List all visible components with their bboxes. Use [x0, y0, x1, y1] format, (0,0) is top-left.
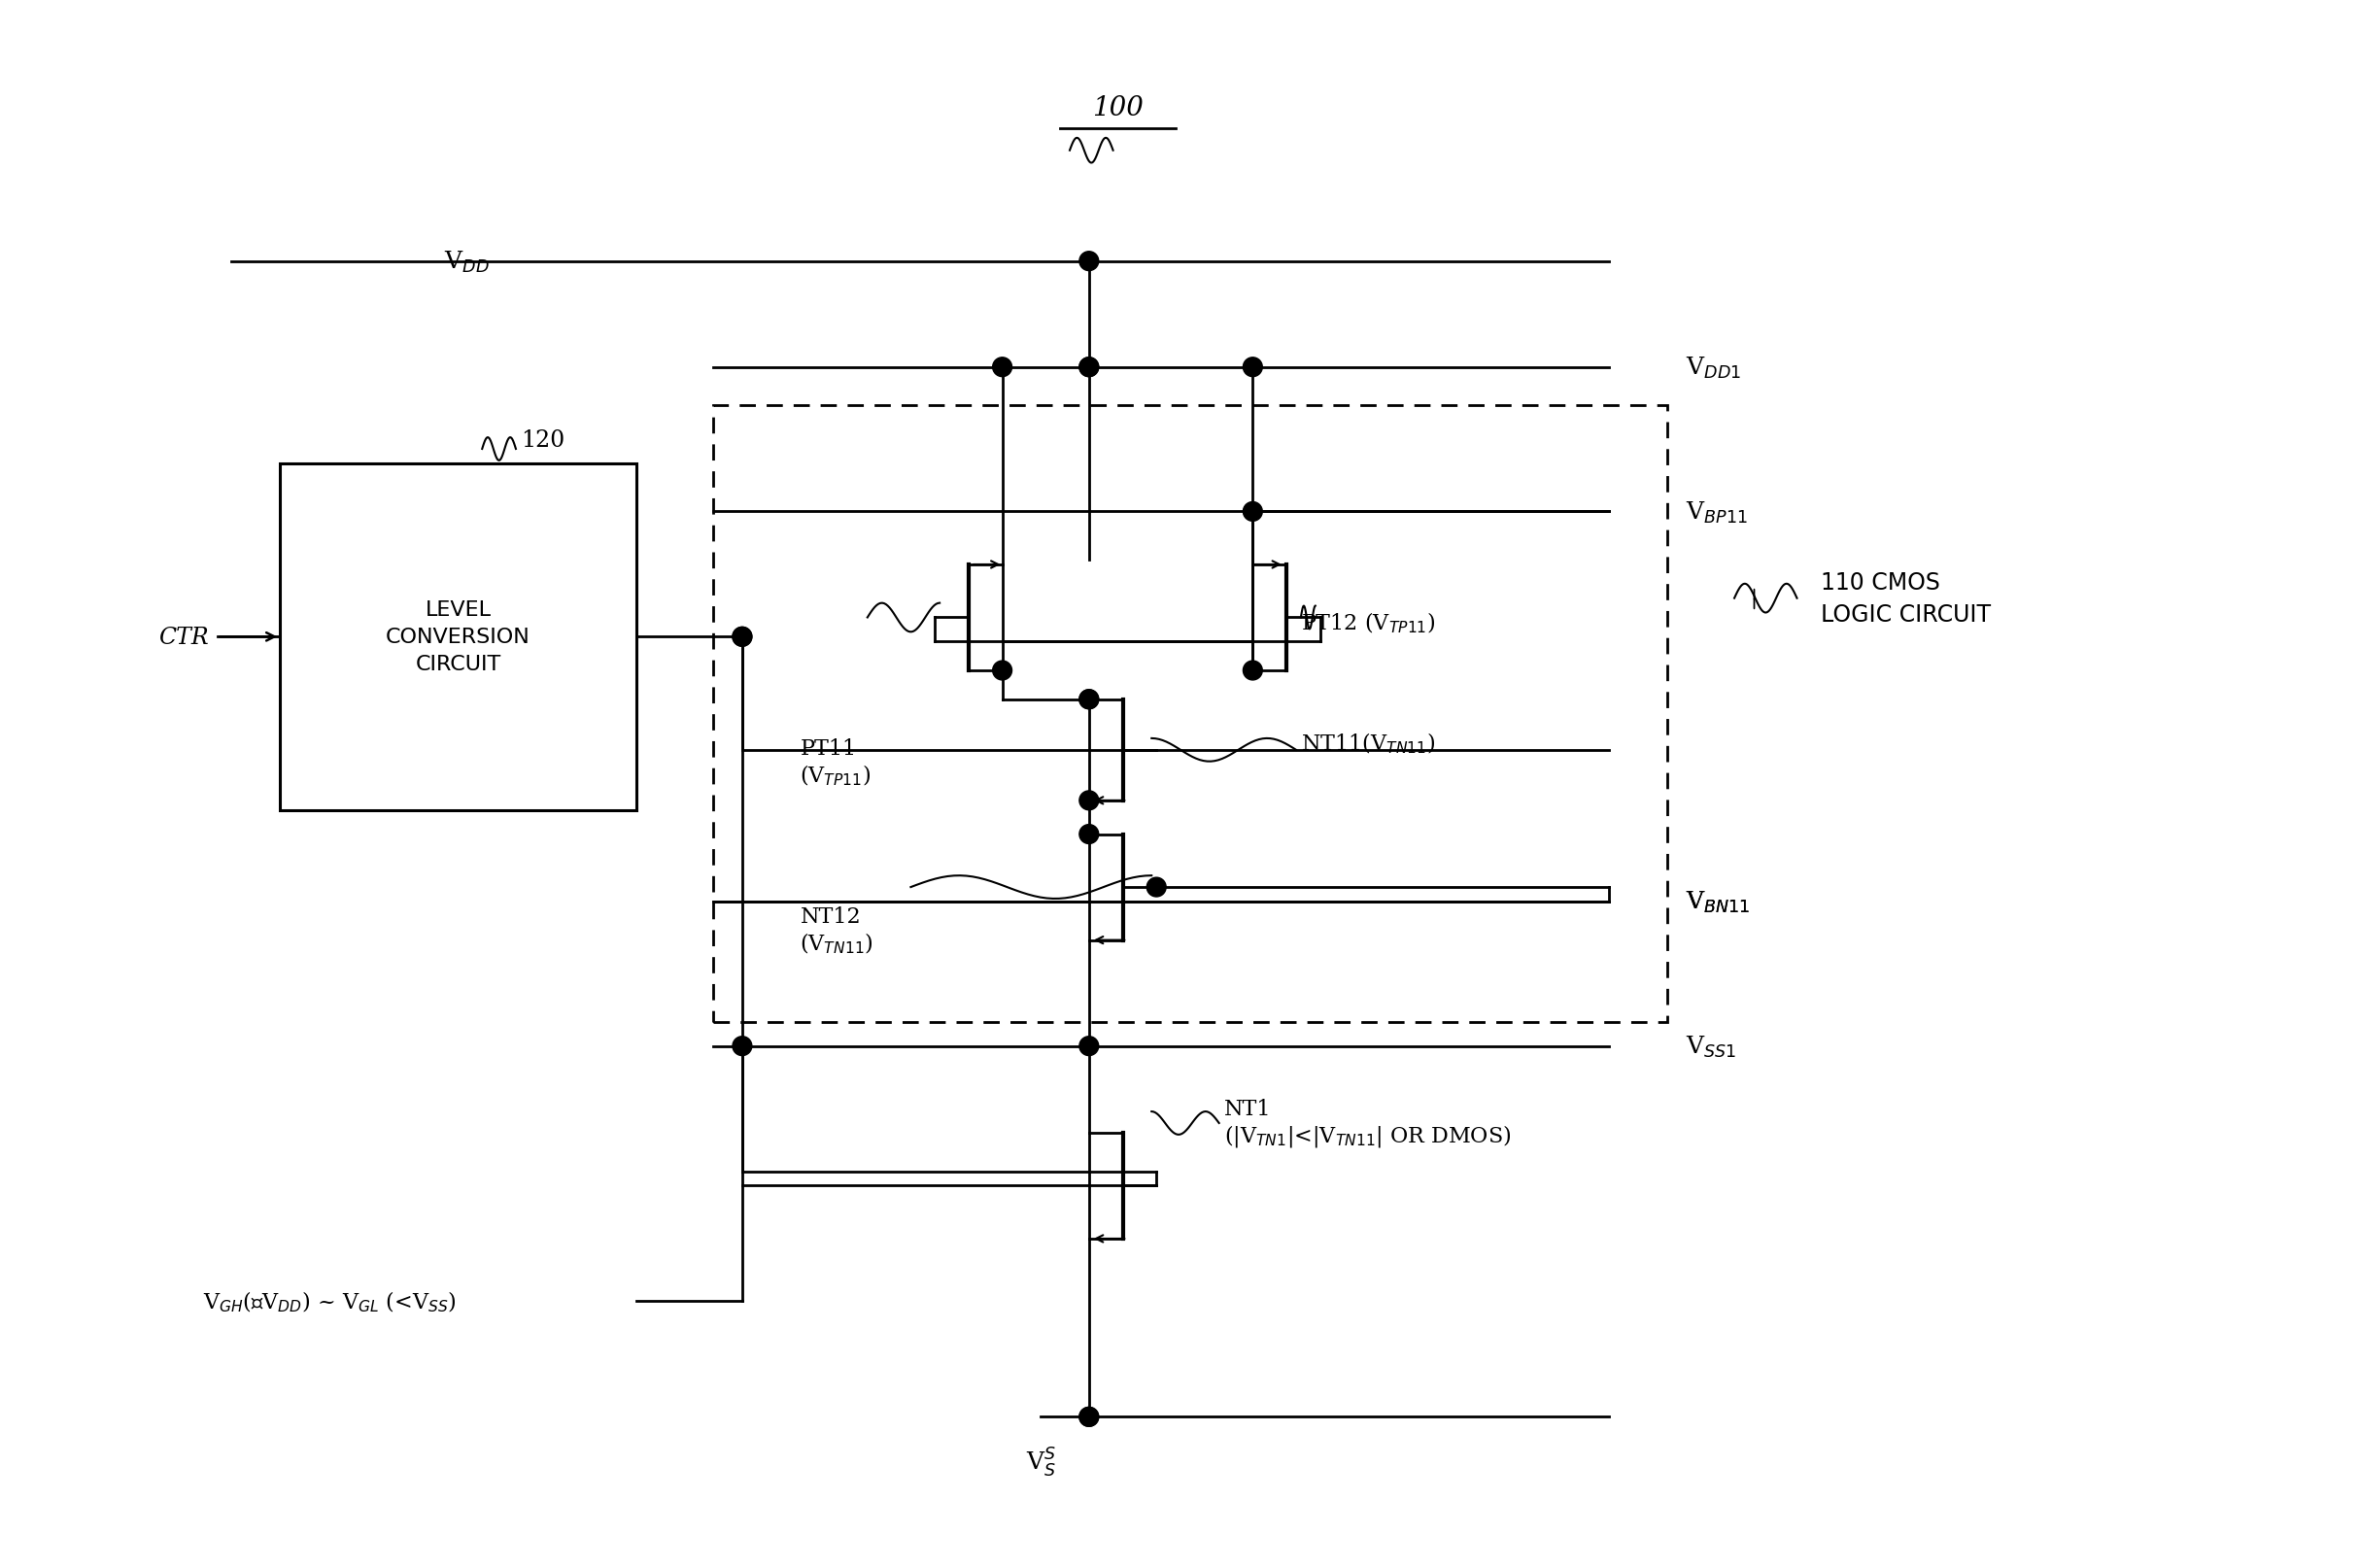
Circle shape — [1244, 502, 1263, 522]
Circle shape — [1079, 1406, 1100, 1427]
Text: NT12
(V$_{TN11}$): NT12 (V$_{TN11}$) — [800, 906, 873, 955]
Circle shape — [1079, 358, 1100, 378]
Circle shape — [1079, 1036, 1100, 1055]
Text: V$_{BP11}$: V$_{BP11}$ — [1685, 499, 1749, 525]
Circle shape — [1079, 1406, 1100, 1427]
Text: PT11
(V$_{TP11}$): PT11 (V$_{TP11}$) — [800, 737, 871, 787]
Text: V$_{BN11}$: V$_{BN11}$ — [1685, 889, 1751, 914]
Text: NT11(V$_{TN11}$): NT11(V$_{TN11}$) — [1300, 731, 1435, 756]
Text: NT1
(|V$_{TN1}$|<|V$_{TN11}$| OR DMOS): NT1 (|V$_{TN1}$|<|V$_{TN11}$| OR DMOS) — [1225, 1098, 1510, 1149]
Circle shape — [1079, 358, 1100, 378]
Text: 100: 100 — [1093, 94, 1145, 121]
Circle shape — [1079, 690, 1100, 709]
Circle shape — [1244, 358, 1263, 378]
Circle shape — [1147, 878, 1166, 897]
Circle shape — [1079, 690, 1100, 709]
Bar — [713, 406, 1666, 1022]
Text: V$_{SS1}$: V$_{SS1}$ — [1685, 1033, 1737, 1058]
Circle shape — [732, 1036, 753, 1055]
Text: V$_{GH}$(≧V$_{DD}$) ~ V$_{GL}$ (<V$_{SS}$): V$_{GH}$(≧V$_{DD}$) ~ V$_{GL}$ (<V$_{SS}… — [203, 1289, 455, 1314]
Circle shape — [732, 627, 753, 648]
Text: V$_{BN11}$: V$_{BN11}$ — [1685, 889, 1751, 914]
Text: 110 CMOS
LOGIC CIRCUIT: 110 CMOS LOGIC CIRCUIT — [1822, 571, 1992, 627]
Text: V$_{DD1}$: V$_{DD1}$ — [1685, 354, 1742, 381]
Text: LEVEL
CONVERSION
CIRCUIT: LEVEL CONVERSION CIRCUIT — [385, 601, 531, 674]
Circle shape — [994, 662, 1012, 681]
Circle shape — [1244, 662, 1263, 681]
Text: V$_{DD}$: V$_{DD}$ — [444, 249, 489, 274]
Text: PT12 (V$_{TP11}$): PT12 (V$_{TP11}$) — [1300, 610, 1435, 635]
Text: V$^{S}_{S}$: V$^{S}_{S}$ — [1027, 1446, 1055, 1479]
Circle shape — [1079, 792, 1100, 811]
Text: CTR: CTR — [158, 626, 208, 649]
Circle shape — [994, 358, 1012, 378]
Bar — [281, 464, 637, 811]
Circle shape — [1079, 252, 1100, 271]
Circle shape — [1079, 825, 1100, 844]
Circle shape — [732, 627, 753, 648]
Text: 120: 120 — [522, 428, 564, 452]
